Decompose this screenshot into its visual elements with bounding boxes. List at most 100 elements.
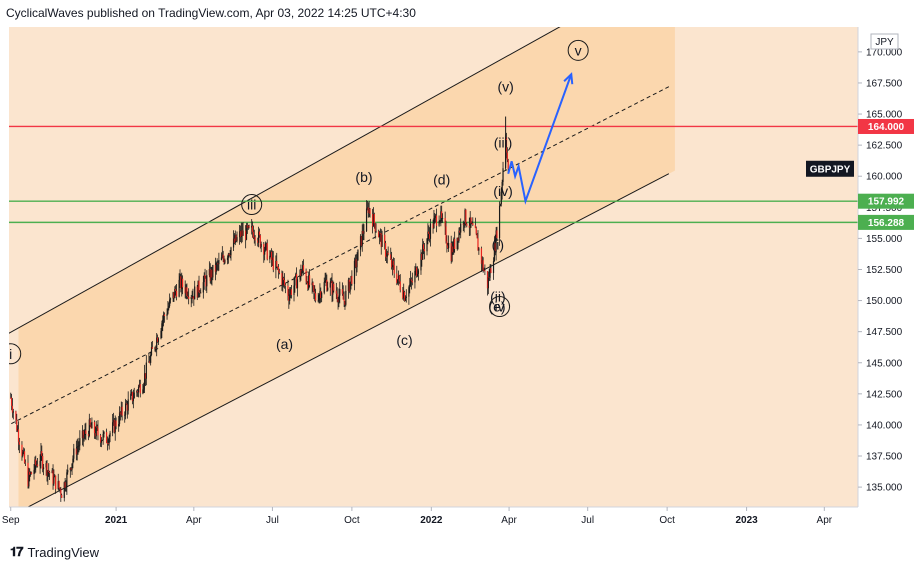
candle-body bbox=[281, 273, 283, 286]
candle-body bbox=[100, 440, 103, 443]
candle-body bbox=[17, 429, 20, 442]
wave-label-(a): (a) bbox=[276, 336, 293, 352]
candle-body bbox=[67, 470, 69, 473]
candle-body bbox=[332, 283, 334, 295]
candle-body bbox=[42, 456, 44, 470]
candle-body bbox=[477, 238, 479, 251]
candle-body bbox=[132, 398, 134, 402]
y-tick-label: 147.500 bbox=[866, 327, 903, 338]
candle-body bbox=[434, 216, 436, 219]
projection-arrowhead bbox=[563, 72, 574, 85]
x-tick-label: 2021 bbox=[105, 515, 128, 526]
candle-body bbox=[28, 471, 30, 487]
candle-body bbox=[330, 281, 332, 283]
candle-body bbox=[202, 282, 204, 293]
channel-fill bbox=[18, 27, 675, 507]
candle-body bbox=[362, 230, 364, 234]
candle-body bbox=[51, 470, 53, 474]
candle-body bbox=[435, 215, 438, 226]
candle-body bbox=[458, 230, 460, 241]
candle-body bbox=[446, 241, 448, 246]
candle-body bbox=[184, 287, 186, 294]
candle-body bbox=[154, 347, 156, 349]
candle-body bbox=[46, 463, 48, 477]
candle-body bbox=[39, 460, 41, 467]
candle-body bbox=[155, 347, 157, 349]
candle-body bbox=[284, 284, 286, 286]
candle-body bbox=[423, 249, 426, 252]
candle-body bbox=[426, 238, 428, 252]
x-tick-label: Jul bbox=[266, 515, 279, 526]
candle-body bbox=[139, 384, 141, 394]
candle-body bbox=[355, 259, 357, 268]
candle-body bbox=[416, 267, 418, 277]
candle-body bbox=[70, 467, 72, 470]
candle-body bbox=[188, 296, 190, 299]
candle-body bbox=[302, 265, 305, 271]
wave-label-(iv): (iv) bbox=[493, 183, 512, 199]
candle-body bbox=[441, 211, 443, 219]
candle-body bbox=[306, 281, 308, 283]
candle-body bbox=[79, 438, 81, 446]
candle-body bbox=[482, 260, 484, 271]
candle-body bbox=[97, 427, 99, 436]
candle-body bbox=[239, 231, 241, 238]
candle-body bbox=[403, 292, 405, 299]
candle-body bbox=[257, 240, 259, 243]
x-tick-label: 2022 bbox=[420, 515, 443, 526]
candle-body bbox=[148, 361, 150, 363]
candle-body bbox=[229, 255, 231, 257]
candle-body bbox=[186, 287, 188, 297]
candle-body bbox=[126, 404, 128, 411]
candle-body bbox=[500, 191, 502, 205]
candle-body bbox=[105, 432, 108, 443]
candle-body bbox=[143, 373, 146, 386]
candle-body bbox=[392, 260, 394, 266]
candle-body bbox=[247, 225, 249, 229]
candle-body bbox=[259, 235, 261, 247]
candle-body bbox=[311, 282, 313, 286]
candle-body bbox=[248, 225, 250, 228]
candle-body bbox=[391, 260, 394, 268]
candle-body bbox=[427, 231, 429, 239]
candle-body bbox=[11, 405, 14, 413]
wave-label-(v): (v) bbox=[497, 78, 513, 94]
candle-body bbox=[72, 458, 74, 464]
candle-body bbox=[156, 337, 158, 349]
candle-body bbox=[167, 308, 169, 314]
candle-body bbox=[130, 393, 132, 400]
candle-body bbox=[41, 451, 43, 457]
candle-body bbox=[253, 236, 255, 238]
candle-body bbox=[270, 251, 272, 256]
candle-body bbox=[410, 279, 413, 281]
candle-body bbox=[453, 239, 455, 253]
candle-body bbox=[241, 230, 243, 236]
candle-body bbox=[137, 386, 140, 393]
candle-body bbox=[113, 419, 115, 433]
candle-body bbox=[29, 471, 31, 475]
candle-body bbox=[348, 279, 350, 292]
candle-body bbox=[239, 231, 242, 238]
candle-body bbox=[95, 426, 97, 437]
x-tick-label: Oct bbox=[659, 515, 675, 526]
candle-body bbox=[99, 435, 102, 443]
candle-body bbox=[112, 419, 115, 423]
candle-body bbox=[162, 319, 164, 324]
candle-body bbox=[397, 275, 400, 280]
y-tick-label: 155.000 bbox=[866, 234, 903, 245]
candle-body bbox=[222, 254, 224, 259]
candle-body bbox=[421, 253, 423, 260]
candle-body bbox=[217, 263, 219, 265]
candle-body bbox=[471, 223, 473, 224]
candle-body bbox=[85, 430, 87, 434]
candle-body bbox=[175, 289, 177, 291]
candle-body bbox=[277, 266, 280, 272]
candle-body bbox=[235, 235, 237, 241]
candle-body bbox=[349, 281, 351, 292]
candle-body bbox=[405, 296, 407, 298]
candle-body bbox=[157, 338, 160, 343]
candle-body bbox=[403, 292, 406, 301]
channel-midline bbox=[9, 86, 670, 426]
candle-body bbox=[351, 276, 353, 284]
